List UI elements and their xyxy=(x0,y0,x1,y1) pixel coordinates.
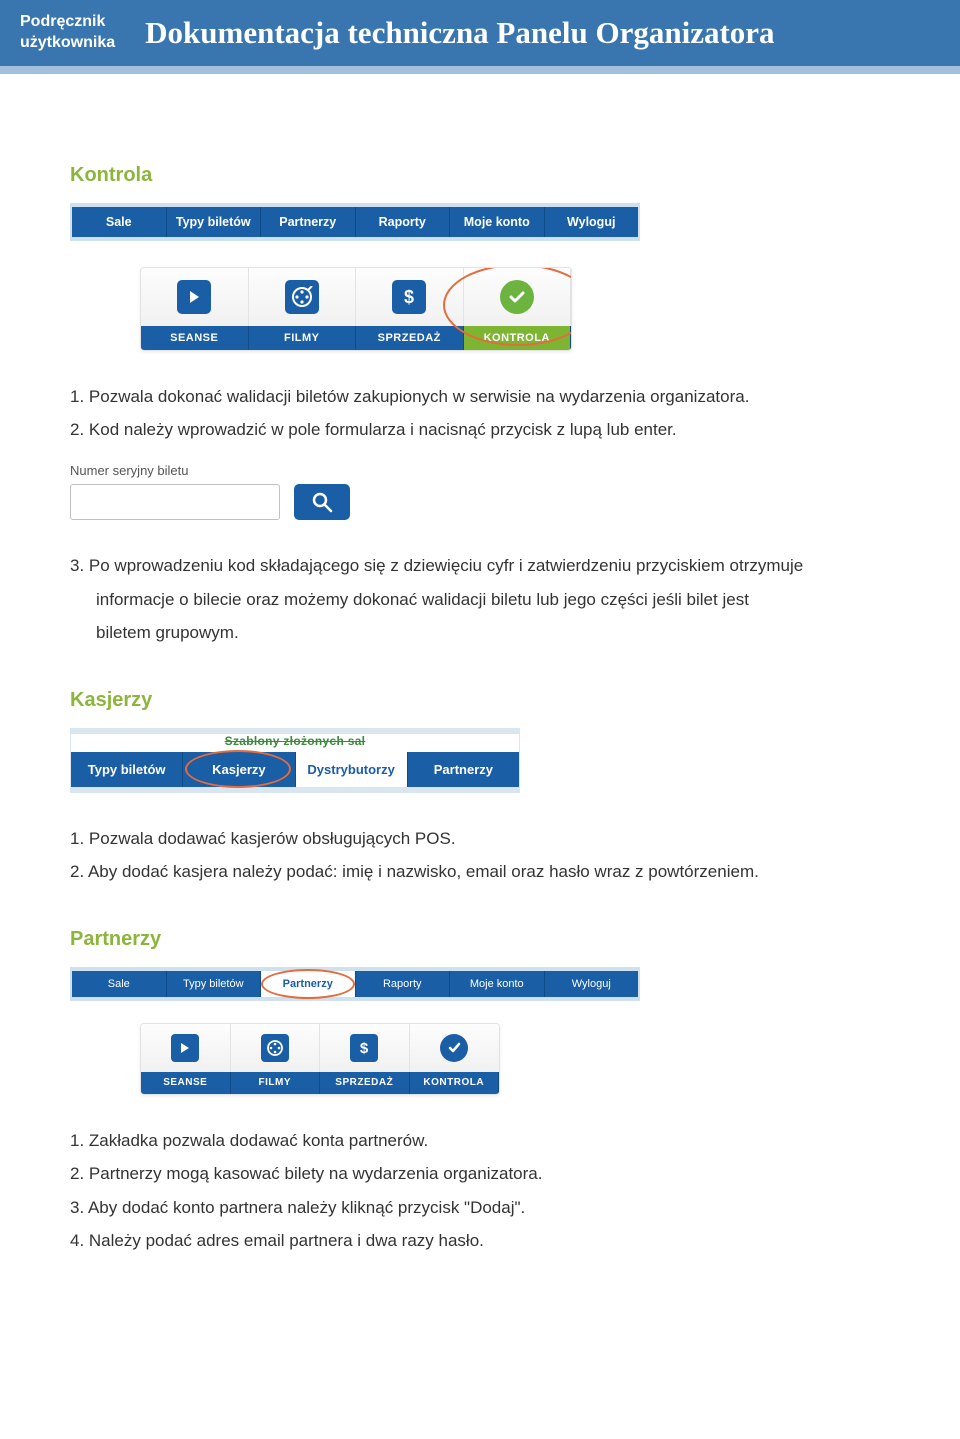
page-content: Kontrola Sale Typy biletów Partnerzy Rap… xyxy=(0,74,960,1299)
stile-filmy[interactable]: FILMY xyxy=(231,1024,321,1094)
partnerzy-nav: Sale Typy biletów Partnerzy Raporty Moje… xyxy=(70,967,640,1001)
search-row xyxy=(70,484,890,520)
tile-seanse-label: SEANSE xyxy=(141,326,249,350)
stile-sprzedaz-icon-wrap: $ xyxy=(320,1024,410,1072)
search-block: Numer seryjny biletu xyxy=(70,463,890,520)
pnav-typy-biletow[interactable]: Typy biletów xyxy=(167,971,262,997)
dollar-icon: $ xyxy=(350,1034,378,1062)
section-title-kasjerzy: Kasjerzy xyxy=(70,689,890,712)
stile-kontrola[interactable]: KONTROLA xyxy=(410,1024,500,1094)
section-title-kontrola: Kontrola xyxy=(70,164,890,187)
header-title: Dokumentacja techniczna Panelu Organizat… xyxy=(145,15,774,51)
nav-raporty[interactable]: Raporty xyxy=(356,207,451,237)
partnerzy-text: 1. Zakładka pozwala dodawać konta partne… xyxy=(70,1125,890,1257)
film-icon xyxy=(285,280,319,314)
stile-sprzedaz-label: SPRZEDAŻ xyxy=(320,1072,410,1094)
top-nav-1: Sale Typy biletów Partnerzy Raporty Moje… xyxy=(70,203,640,241)
play-icon xyxy=(171,1034,199,1062)
tile-seanse[interactable]: SEANSE xyxy=(141,268,249,350)
film-icon xyxy=(261,1034,289,1062)
magnifier-icon xyxy=(311,491,333,513)
check-icon xyxy=(440,1034,468,1062)
ktab-kasjerzy[interactable]: Kasjerzy xyxy=(183,752,295,787)
stile-filmy-label: FILMY xyxy=(231,1072,321,1094)
page-header: Podręcznik użytkownika Dokumentacja tech… xyxy=(0,0,960,74)
tile-kontrola[interactable]: KONTROLA xyxy=(464,268,572,350)
nav-sale[interactable]: Sale xyxy=(72,207,167,237)
stile-seanse-label: SEANSE xyxy=(141,1072,231,1094)
pnav-wyloguj[interactable]: Wyloguj xyxy=(545,971,639,997)
tile-seanse-icon-wrap xyxy=(141,268,249,326)
kontrola-p1: 1. Pozwala dokonać walidacji biletów zak… xyxy=(70,381,890,412)
tile-filmy-label: FILMY xyxy=(249,326,357,350)
partnerzy-p1: 1. Zakładka pozwala dodawać konta partne… xyxy=(70,1125,890,1156)
check-icon xyxy=(500,280,534,314)
kasjerzy-blurry-text: Szablony złożonych sal xyxy=(71,734,519,752)
dollar-icon: $ xyxy=(392,280,426,314)
pnav-partnerzy-label: Partnerzy xyxy=(283,978,333,990)
tile-filmy-icon-wrap xyxy=(249,268,357,326)
svg-text:$: $ xyxy=(404,287,414,307)
stile-filmy-icon-wrap xyxy=(231,1024,321,1072)
kasjerzy-panel: Szablony złożonych sal Typy biletów Kasj… xyxy=(70,728,520,793)
kontrola-p2: 2. Kod należy wprowadzić w pole formular… xyxy=(70,414,890,445)
stile-sprzedaz[interactable]: $ SPRZEDAŻ xyxy=(320,1024,410,1094)
kasjerzy-p1: 1. Pozwala dodawać kasjerów obsługującyc… xyxy=(70,823,890,854)
nav-typy-biletow[interactable]: Typy biletów xyxy=(167,207,262,237)
header-sub-line2: użytkownika xyxy=(20,33,115,54)
kasjerzy-tabs: Typy biletów Kasjerzy Dystrybutorzy Part… xyxy=(71,752,519,787)
stile-seanse[interactable]: SEANSE xyxy=(141,1024,231,1094)
svg-text:$: $ xyxy=(360,1040,369,1056)
nav-wyloguj[interactable]: Wyloguj xyxy=(545,207,639,237)
tiles-partnerzy: SEANSE FILMY $ SPRZEDAŻ xyxy=(140,1023,500,1095)
kontrola-text-1: 1. Pozwala dokonać walidacji biletów zak… xyxy=(70,381,890,446)
tiles-kontrola: SEANSE FILMY $ SPRZEDAŻ xyxy=(140,267,572,351)
nav-moje-konto[interactable]: Moje konto xyxy=(450,207,545,237)
pnav-moje-konto[interactable]: Moje konto xyxy=(450,971,545,997)
ktab-dystrybutorzy[interactable]: Dystrybutorzy xyxy=(296,752,408,787)
kontrola-p3c: biletem grupowym. xyxy=(70,617,890,648)
kontrola-text-2: 3. Po wprowadzeniu kod składającego się … xyxy=(70,550,890,648)
ktab-typy-biletow[interactable]: Typy biletów xyxy=(71,752,183,787)
pnav-raporty[interactable]: Raporty xyxy=(356,971,451,997)
search-button[interactable] xyxy=(294,484,350,520)
header-sub-line1: Podręcznik xyxy=(20,12,115,33)
partnerzy-p4: 4. Należy podać adres email partnera i d… xyxy=(70,1225,890,1256)
tile-sprzedaz[interactable]: $ SPRZEDAŻ xyxy=(356,268,464,350)
partnerzy-p2: 2. Partnerzy mogą kasować bilety na wyda… xyxy=(70,1158,890,1189)
partnerzy-p3: 3. Aby dodać konto partnera należy klikn… xyxy=(70,1192,890,1223)
tile-kontrola-label: KONTROLA xyxy=(464,326,572,350)
kontrola-p3a: 3. Po wprowadzeniu kod składającego się … xyxy=(70,550,890,581)
search-label: Numer seryjny biletu xyxy=(70,463,890,478)
header-subtitle: Podręcznik użytkownika xyxy=(20,12,115,54)
kontrola-p3b: informacje o bilecie oraz możemy dokonać… xyxy=(70,584,890,615)
stile-kontrola-label: KONTROLA xyxy=(410,1072,500,1094)
kasjerzy-p2: 2. Aby dodać kasjera należy podać: imię … xyxy=(70,856,890,887)
kasjerzy-text: 1. Pozwala dodawać kasjerów obsługującyc… xyxy=(70,823,890,888)
section-title-partnerzy: Partnerzy xyxy=(70,928,890,951)
play-icon xyxy=(177,280,211,314)
stile-kontrola-icon-wrap xyxy=(410,1024,500,1072)
pnav-partnerzy[interactable]: Partnerzy xyxy=(261,971,356,997)
ktab-partnerzy[interactable]: Partnerzy xyxy=(408,752,519,787)
serial-number-input[interactable] xyxy=(70,484,280,520)
tile-sprzedaz-label: SPRZEDAŻ xyxy=(356,326,464,350)
pnav-sale[interactable]: Sale xyxy=(72,971,167,997)
tile-filmy[interactable]: FILMY xyxy=(249,268,357,350)
stile-seanse-icon-wrap xyxy=(141,1024,231,1072)
nav-partnerzy[interactable]: Partnerzy xyxy=(261,207,356,237)
tile-kontrola-icon-wrap xyxy=(464,268,572,326)
ktab-kasjerzy-label: Kasjerzy xyxy=(212,762,265,777)
tile-sprzedaz-icon-wrap: $ xyxy=(356,268,464,326)
